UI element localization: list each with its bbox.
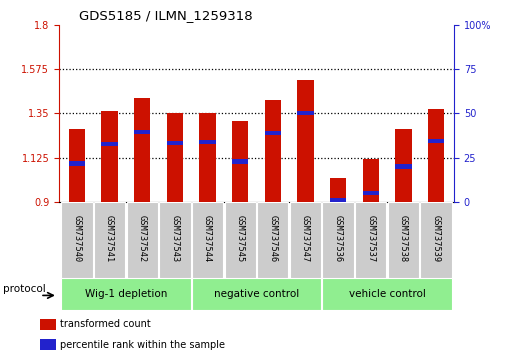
Bar <box>323 202 354 278</box>
Bar <box>388 202 419 278</box>
Bar <box>127 202 158 278</box>
Bar <box>200 113 215 202</box>
Bar <box>102 111 118 202</box>
Bar <box>420 202 452 278</box>
Bar <box>395 129 411 202</box>
Text: GSM737544: GSM737544 <box>203 215 212 262</box>
Text: Wig-1 depletion: Wig-1 depletion <box>85 289 167 299</box>
Text: GDS5185 / ILMN_1259318: GDS5185 / ILMN_1259318 <box>79 9 252 22</box>
Text: GSM737536: GSM737536 <box>333 215 343 262</box>
Bar <box>167 141 183 145</box>
Text: GSM737547: GSM737547 <box>301 215 310 262</box>
Bar <box>167 113 183 202</box>
Bar <box>69 129 85 202</box>
Bar <box>61 202 93 278</box>
Bar <box>192 278 321 310</box>
Text: transformed count: transformed count <box>61 319 151 329</box>
Text: GSM737540: GSM737540 <box>72 215 82 262</box>
Text: GSM737543: GSM737543 <box>170 215 180 262</box>
Bar <box>363 159 379 202</box>
Bar <box>395 164 411 169</box>
Text: GSM737541: GSM737541 <box>105 215 114 262</box>
Bar <box>257 202 288 278</box>
Bar <box>298 111 313 115</box>
Bar <box>330 178 346 202</box>
Text: GSM737546: GSM737546 <box>268 215 278 262</box>
Text: GSM737538: GSM737538 <box>399 215 408 262</box>
Text: GSM737539: GSM737539 <box>431 215 441 262</box>
Bar <box>40 319 56 330</box>
Bar <box>192 202 223 278</box>
Bar <box>363 191 379 195</box>
Text: vehicle control: vehicle control <box>349 289 425 299</box>
Bar <box>94 202 125 278</box>
Bar <box>200 139 215 144</box>
Text: protocol: protocol <box>3 284 46 294</box>
Bar <box>323 278 452 310</box>
Bar <box>428 139 444 143</box>
Text: percentile rank within the sample: percentile rank within the sample <box>61 340 225 350</box>
Bar <box>232 159 248 164</box>
Bar <box>355 202 386 278</box>
Bar <box>134 130 150 134</box>
Text: GSM737545: GSM737545 <box>235 215 245 262</box>
Bar <box>298 80 313 202</box>
Bar <box>159 202 190 278</box>
Bar <box>330 198 346 202</box>
Bar <box>265 99 281 202</box>
Text: GSM737542: GSM737542 <box>138 215 147 262</box>
Bar <box>134 98 150 202</box>
Bar <box>69 161 85 166</box>
Text: negative control: negative control <box>214 289 299 299</box>
Text: GSM737537: GSM737537 <box>366 215 375 262</box>
Bar <box>61 278 190 310</box>
Bar <box>40 339 56 350</box>
Bar <box>290 202 321 278</box>
Bar <box>102 142 118 146</box>
Bar <box>265 131 281 135</box>
Bar <box>225 202 256 278</box>
Bar <box>232 121 248 202</box>
Bar <box>428 109 444 202</box>
